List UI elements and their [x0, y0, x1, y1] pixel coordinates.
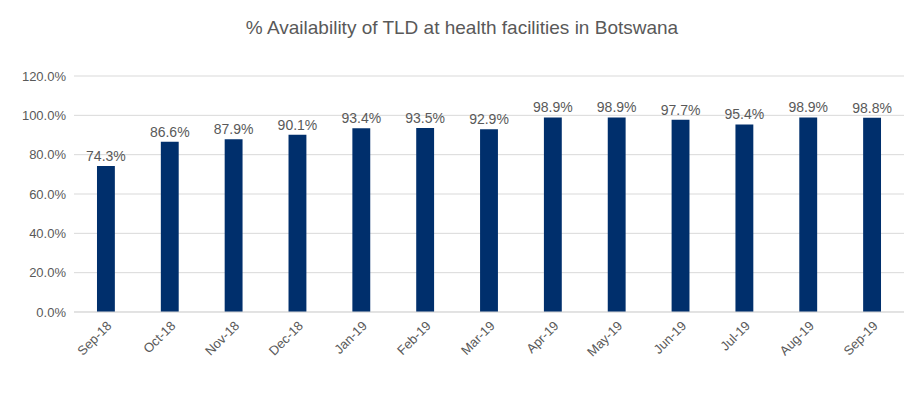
svg-text:98.9%: 98.9%: [533, 99, 573, 115]
svg-text:Oct-18: Oct-18: [140, 318, 178, 356]
html-text:% Availability of TLD at healt: % Availability of TLD at health faciliti…: [245, 17, 679, 38]
svg-text:20.0%: 20.0%: [29, 265, 66, 280]
svg-text:86.6%: 86.6%: [150, 124, 190, 140]
svg-text:Jan-19: Jan-19: [331, 318, 370, 357]
svg-text:Mar-19: Mar-19: [458, 318, 498, 358]
svg-text:0.0%: 0.0%: [36, 305, 66, 320]
svg-text:93.5%: 93.5%: [405, 110, 445, 126]
svg-text:Apr-19: Apr-19: [523, 318, 561, 356]
svg-text:60.0%: 60.0%: [29, 187, 66, 202]
svg-text:80.0%: 80.0%: [29, 147, 66, 162]
svg-text:Jun-19: Jun-19: [650, 318, 689, 357]
svg-text:93.4%: 93.4%: [341, 110, 381, 126]
svg-text:87.9%: 87.9%: [214, 121, 254, 137]
svg-text:97.7%: 97.7%: [661, 102, 701, 118]
svg-text:95.4%: 95.4%: [725, 106, 765, 122]
svg-text:100.0%: 100.0%: [22, 108, 67, 123]
svg-text:Sep-18: Sep-18: [74, 318, 114, 358]
svg-text:Feb-19: Feb-19: [394, 318, 434, 358]
svg-text:Nov-18: Nov-18: [202, 318, 242, 358]
svg-text:40.0%: 40.0%: [29, 226, 66, 241]
svg-text:Aug-19: Aug-19: [777, 318, 817, 358]
svg-text:120.0%: 120.0%: [22, 69, 67, 84]
svg-text:Sep-19: Sep-19: [840, 318, 880, 358]
svg-text:Jul-19: Jul-19: [717, 318, 753, 354]
svg-text:98.9%: 98.9%: [597, 99, 637, 115]
svg-text:92.9%: 92.9%: [469, 111, 509, 127]
svg-text:Dec-18: Dec-18: [266, 318, 306, 358]
svg-text:90.1%: 90.1%: [278, 117, 318, 133]
svg-text:98.8%: 98.8%: [852, 100, 892, 116]
svg-text:98.9%: 98.9%: [788, 99, 828, 115]
svg-text:74.3%: 74.3%: [86, 148, 126, 164]
svg-text:May-19: May-19: [584, 318, 625, 359]
